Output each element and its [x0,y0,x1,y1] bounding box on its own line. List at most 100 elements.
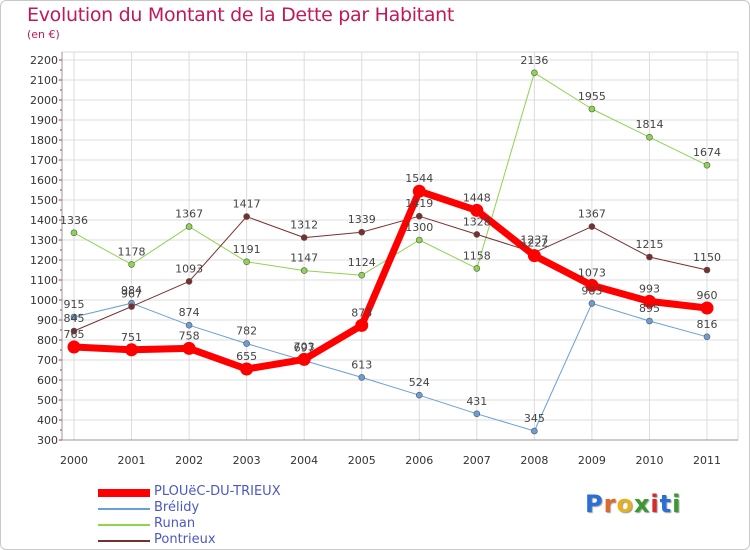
data-label: 967 [121,288,142,301]
data-label: 1222 [520,237,548,250]
data-point [527,249,541,263]
data-point [415,212,423,220]
data-point [700,301,714,315]
data-label: 1300 [405,221,433,234]
x-tick-label: 2001 [118,454,146,467]
y-tick-label: 1500 [30,194,58,207]
data-label: 1158 [463,249,491,262]
series-line-br-lidy [73,302,708,432]
data-label: 1367 [175,208,203,221]
data-label: 431 [466,395,487,408]
data-label: 1147 [290,252,318,265]
x-tick-label: 2002 [175,454,203,467]
data-label: 1093 [175,262,203,275]
x-tick-label: 2000 [60,454,88,467]
data-label: 960 [697,289,718,302]
data-label: 1237 [520,234,548,247]
data-point [470,203,484,217]
data-point [355,318,369,332]
unit-label: (en €) [27,28,60,41]
data-label: 1339 [348,213,376,226]
data-label: 1448 [463,191,491,204]
y-tick-label: 2100 [30,74,58,87]
data-label: 1419 [405,197,433,210]
y-tick-label: 500 [37,394,58,407]
legend-label: Runan [154,516,196,531]
logo-letter: i [672,490,682,518]
data-label: 1312 [290,219,318,232]
data-point [415,236,423,244]
proxiti-logo: Proxiti [585,490,681,518]
data-point [67,340,81,354]
data-point [300,234,308,241]
legend-label: PLOUëC-DU-TRIEUX [154,484,281,499]
legend-swatch [98,540,150,542]
data-point [70,313,78,321]
legend-label: Brélidy [154,500,200,515]
data-label: 1814 [635,118,663,131]
y-tick-label: 2000 [30,94,58,107]
chart-title: Evolution du Montant de la Dette par Hab… [27,4,455,26]
data-label: 873 [351,306,372,319]
y-tick-label: 1200 [30,254,58,267]
data-point [646,253,653,261]
data-label: 1150 [693,251,721,264]
data-point [240,362,254,376]
data-point [358,228,366,236]
axis-layer: 300 400 500 600 700 800 900 1000 1100 1200 1300 140… [30,52,738,467]
data-point [128,261,135,268]
data-label: 345 [524,412,545,425]
data-point [358,271,366,279]
y-tick-label: 600 [37,374,58,387]
x-tick-label: 2004 [290,454,318,467]
data-point [585,278,599,292]
data-point [243,213,250,220]
data-point [300,267,308,274]
data-point [128,303,135,310]
data-point [646,133,653,141]
data-point [412,184,426,198]
data-label: 524 [409,376,430,389]
data-point [415,391,423,399]
data-label: 1191 [233,243,261,256]
data-point [703,266,711,274]
data-label: 1328 [463,215,491,228]
y-tick-label: 1700 [30,154,58,167]
data-point [703,333,711,341]
data-label: 655 [236,350,257,363]
x-tick-label: 2010 [635,454,663,467]
data-label: 1674 [693,146,721,159]
data-label: 751 [121,331,142,344]
y-tick-label: 1800 [30,134,58,147]
data-label: 915 [64,298,85,311]
y-tick-label: 1600 [30,174,58,187]
data-point [646,317,653,325]
data-point [297,352,311,366]
y-tick-label: 700 [37,354,58,367]
legend-swatch [98,508,150,510]
data-label: 1336 [60,214,88,227]
data-point [588,105,596,113]
data-label: 874 [179,306,200,319]
y-tick-label: 900 [37,314,58,327]
data-label: 1367 [578,208,606,221]
data-label: 1417 [233,198,261,211]
data-point [125,343,139,357]
y-tick-label: 2200 [30,54,58,67]
data-point [473,410,481,418]
y-tick-label: 1900 [30,114,58,127]
plot-area [61,51,739,441]
data-label: 984 [121,284,142,297]
data-label: 697 [294,342,315,355]
data-point [185,223,193,230]
logo-letter: r [603,490,617,518]
data-label: 895 [639,302,660,315]
data-label: 1073 [578,266,606,279]
data-label: 1178 [118,245,146,258]
data-label: 782 [236,325,257,338]
data-point [531,69,538,77]
data-point [70,327,78,335]
legend-label: Pontrieux [154,532,216,547]
y-tick-label: 1000 [30,294,58,307]
